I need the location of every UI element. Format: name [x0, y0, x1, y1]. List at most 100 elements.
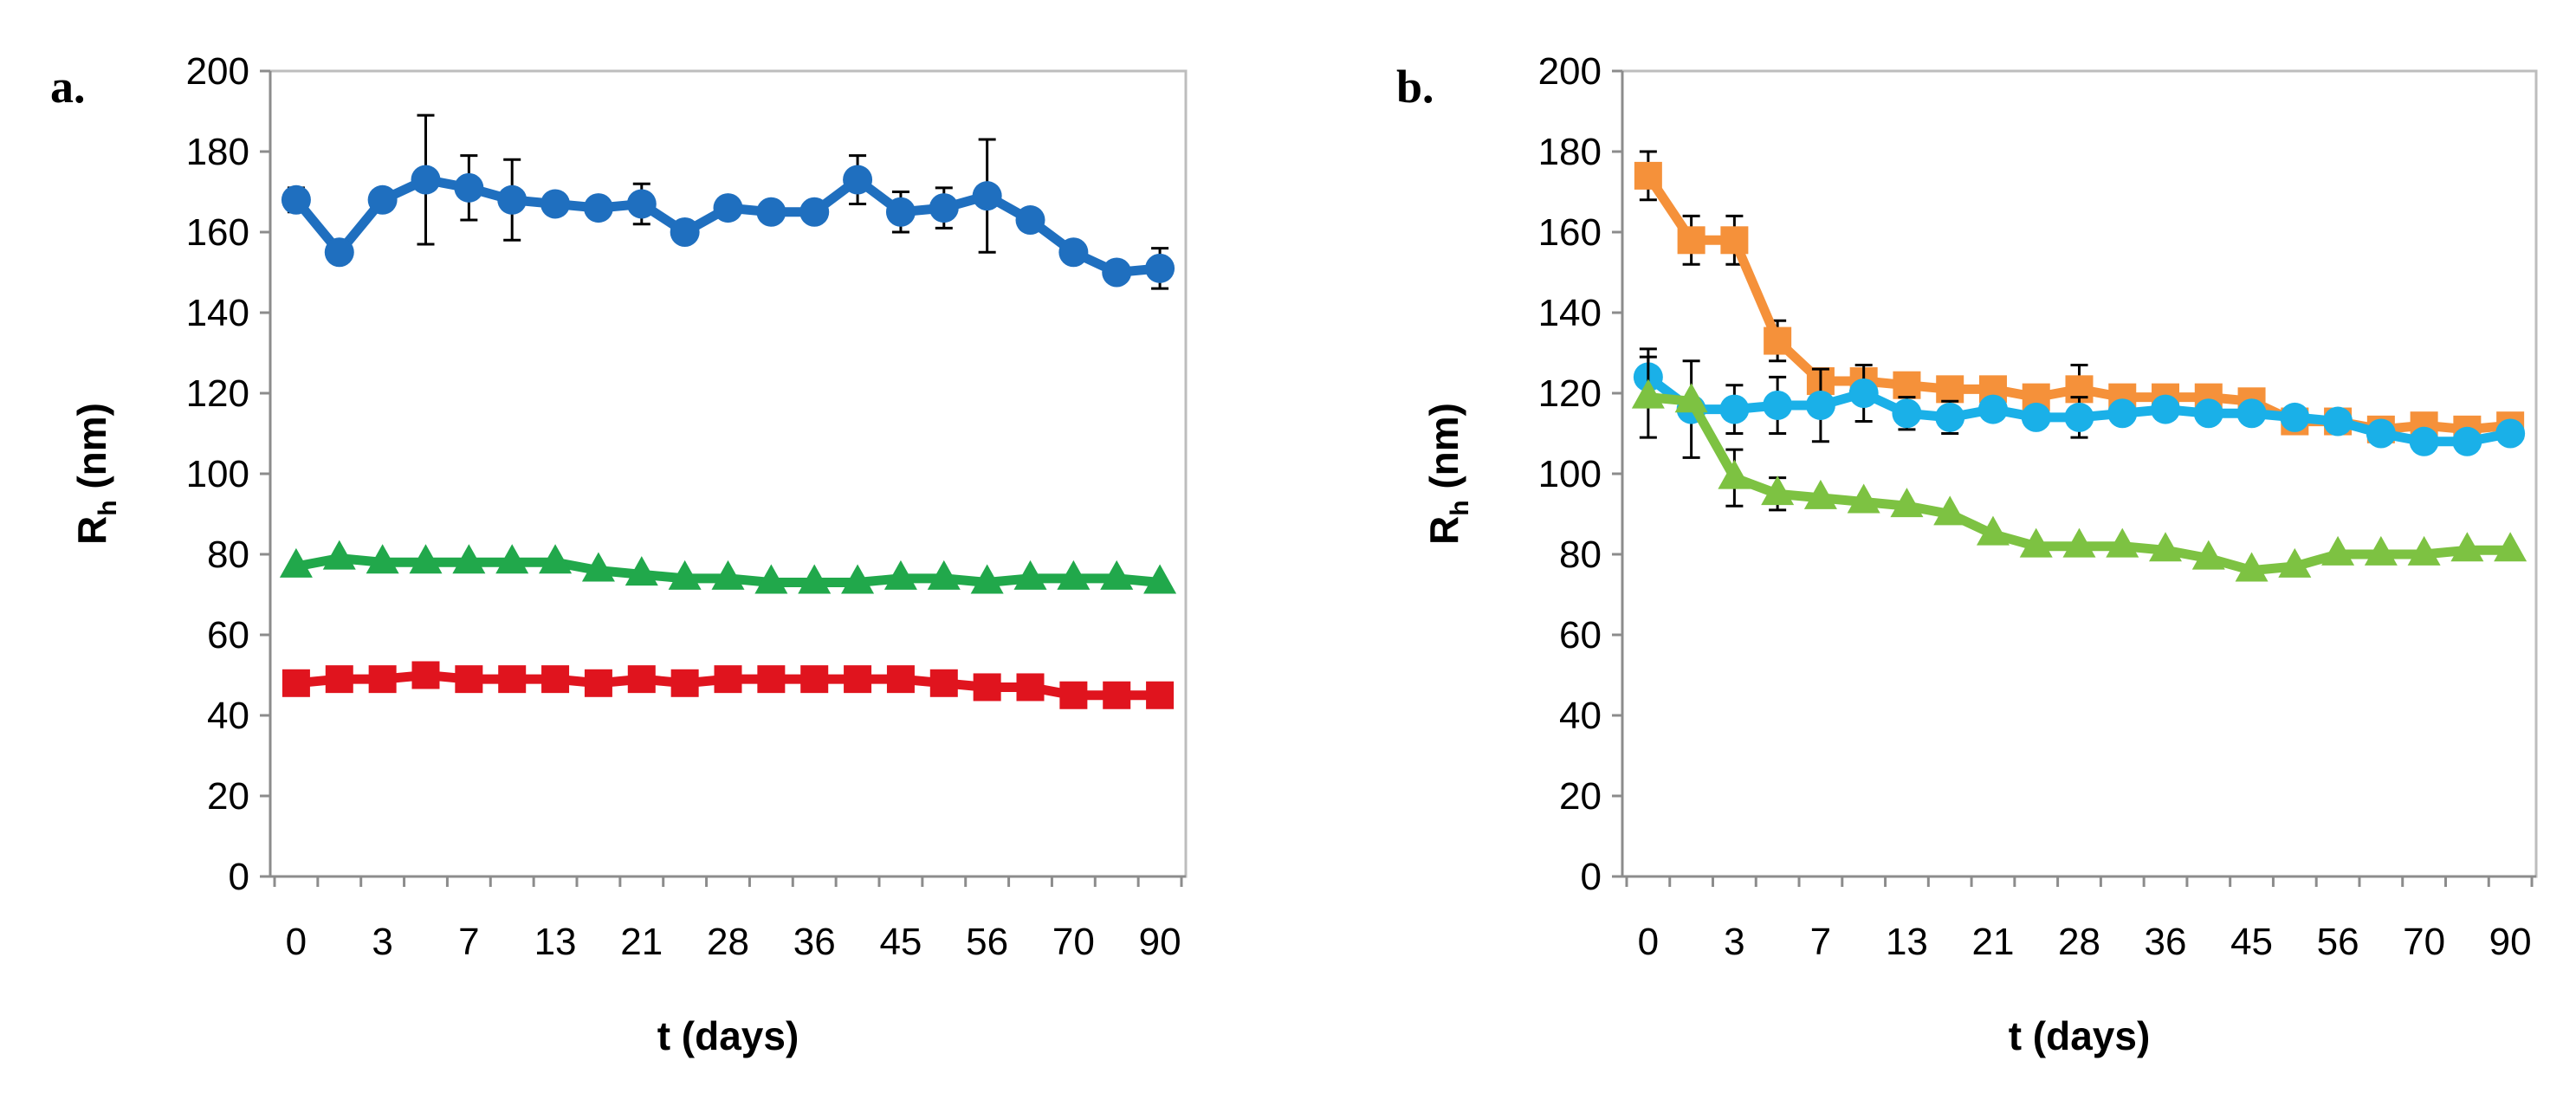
panel-b-chart: b. 0 20 40 60 80 100 120 140 160 180 200 0 3 7 13 21 28 36… — [1396, 50, 2538, 1058]
panel-a-y-tick-label: 20 — [207, 775, 249, 818]
panel-b-x-tick-label: 90 — [2489, 921, 2532, 963]
panel-a-point-blue — [497, 184, 527, 215]
panel-a-point-green — [279, 547, 313, 578]
panel-b-x-axis-title: t (days) — [2009, 1013, 2151, 1058]
panel-a-point-red — [757, 665, 786, 694]
panel-a-point-green — [495, 544, 529, 574]
panel-a-point-green — [841, 564, 875, 594]
panel-a-point-red — [584, 669, 612, 697]
panel-a-x-axis-title: t (days) — [657, 1013, 799, 1058]
panel-b-point-cyan — [2064, 402, 2094, 432]
panel-b-point-orange — [1634, 161, 1662, 190]
panel-b-point-light-green — [2235, 552, 2269, 582]
panel-a-point-blue — [713, 193, 743, 223]
panel-b-point-cyan — [2280, 402, 2310, 432]
panel-a-point-red — [498, 665, 527, 694]
panel-a-x-tick-label: 13 — [534, 921, 577, 963]
panel-b-point-cyan — [2151, 394, 2181, 424]
panel-a-y-tick-label: 180 — [186, 131, 249, 173]
panel-b-x-tick-label: 0 — [1638, 921, 1659, 963]
panel-a-y-tick-label: 100 — [186, 453, 249, 495]
panel-b-point-light-green — [2364, 535, 2398, 566]
panel-b-point-light-green — [1976, 515, 2010, 546]
panel-b-point-light-green — [2407, 535, 2441, 566]
panel-b-y-axis-title-main: R — [1421, 516, 1466, 545]
panel-b-y-tick-label: 80 — [1559, 534, 1602, 576]
panel-b-x-tick-label: 28 — [2058, 921, 2100, 963]
panel-a-x-tick-label: 28 — [707, 921, 749, 963]
panel-a-point-blue — [454, 172, 484, 203]
panel-a-x-tick-label: 7 — [458, 921, 479, 963]
panel-a-point-green — [1057, 559, 1091, 590]
panel-a-series-red — [282, 661, 1175, 709]
panel-a-y-tick-label: 80 — [207, 534, 249, 576]
panel-a-point-blue — [626, 189, 657, 219]
panel-a-point-blue — [1015, 205, 1045, 236]
panel-a-point-blue — [281, 184, 311, 215]
panel-a-point-green — [754, 564, 788, 594]
panel-a-point-red — [670, 669, 699, 697]
panel-b-x-tick-label: 36 — [2145, 921, 2187, 963]
panel-b-x-tick-label: 13 — [1886, 921, 1928, 963]
panel-a-x-tick-label: 56 — [966, 921, 1008, 963]
panel-a-point-green — [970, 564, 1004, 594]
panel-a-y-axis-title-sub: h — [94, 500, 122, 515]
panel-b-point-light-green — [1761, 475, 1795, 506]
panel-a-y-tick-label: 60 — [207, 614, 249, 656]
panel-b-y-axis-title-unit: (nm) — [1421, 403, 1466, 500]
panel-b-point-cyan — [1935, 402, 1965, 432]
panel-a-point-green — [1013, 559, 1047, 590]
panel-b-plot-area — [1621, 69, 2538, 878]
panel-b-point-light-green — [2062, 527, 2096, 558]
panel-a-point-green — [798, 564, 832, 594]
panel-b-point-cyan — [2021, 402, 2051, 432]
panel-b-y-tick-label: 0 — [1581, 856, 1602, 898]
panel-b-point-light-green — [2191, 540, 2225, 570]
panel-a-point-green — [883, 559, 917, 590]
panel-a-x-tick-label: 3 — [372, 921, 392, 963]
panel-b-point-orange — [1893, 371, 1921, 399]
panel-a-point-blue — [1102, 257, 1132, 288]
panel-a-point-red — [886, 665, 915, 694]
panel-b-point-light-green — [2450, 532, 2484, 562]
panel-b-point-light-green — [1890, 488, 1924, 518]
panel-b-point-cyan — [1848, 378, 1879, 408]
panel-a-point-red — [714, 665, 742, 694]
panel-b-point-cyan — [1763, 390, 1793, 420]
panel-a-point-red — [325, 665, 353, 694]
panel-b-point-light-green — [2019, 527, 2053, 558]
panel-a-point-red — [929, 669, 958, 697]
panel-a-y-axis-title-main: R — [69, 516, 114, 545]
panel-b-point-light-green — [2149, 532, 2183, 562]
panel-a-x-tick-label: 36 — [793, 921, 836, 963]
panel-b-y-tick-label: 120 — [1538, 372, 1602, 415]
panel-b-point-cyan — [2323, 406, 2353, 437]
panel-b-y-tick-label: 180 — [1538, 131, 1602, 173]
panel-a-y-tick-label: 40 — [207, 695, 249, 737]
panel-a-point-green — [927, 559, 961, 590]
panel-b-point-cyan — [1805, 390, 1835, 420]
panel-a-point-blue — [367, 184, 398, 215]
panel-b-series-cyan — [1633, 347, 2526, 459]
panel-a-point-red — [844, 665, 872, 694]
panel-b-point-light-green — [1803, 479, 1837, 509]
panel-a-point-red — [973, 673, 1001, 702]
panel-a-point-green — [322, 540, 356, 570]
panel-a-point-green — [452, 544, 486, 574]
panel-a-point-blue — [972, 181, 1002, 211]
panel-b-point-cyan — [2366, 418, 2396, 449]
panel-b-y-tick-label: 200 — [1538, 50, 1602, 93]
panel-b-point-cyan — [2193, 398, 2223, 429]
panel-a-point-blue — [540, 189, 571, 219]
panel-b-point-light-green — [1674, 383, 1708, 413]
panel-a-point-blue — [756, 197, 786, 227]
panel-a-label: a. — [50, 61, 86, 113]
panel-a-point-red — [1059, 681, 1088, 709]
panel-a-point-red — [627, 665, 656, 694]
panel-a-point-green — [539, 544, 573, 574]
panel-b-x-tick-label: 7 — [1810, 921, 1831, 963]
panel-b-point-light-green — [2321, 535, 2355, 566]
panel-b-x-tick-label: 3 — [1724, 921, 1744, 963]
panel-b-point-cyan — [1977, 394, 2008, 424]
